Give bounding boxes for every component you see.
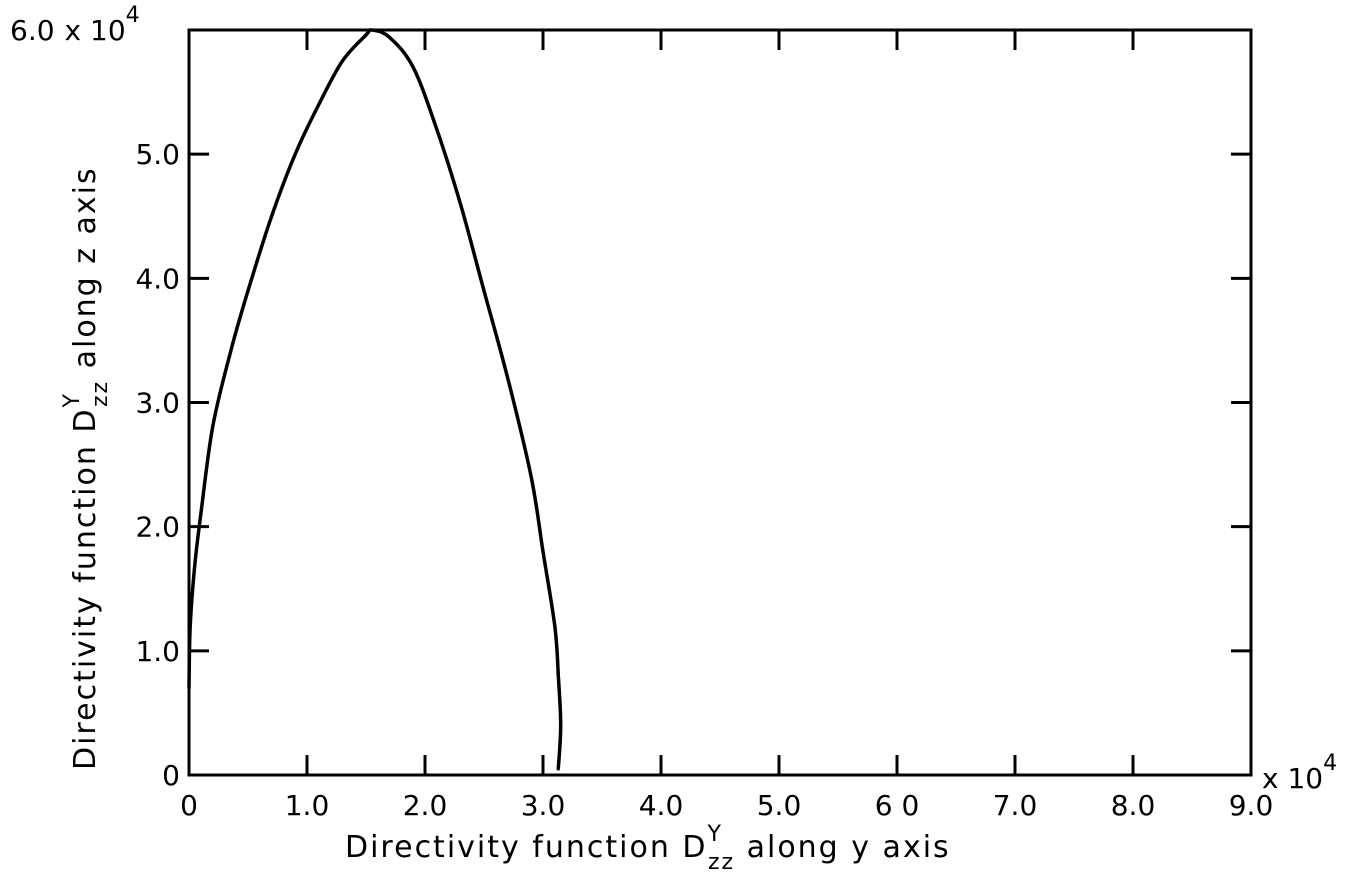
x-tick-label-1: 1.0 bbox=[285, 789, 330, 822]
x-tick-label-7: 7.0 bbox=[993, 789, 1038, 822]
x-axis-multiplier-exponent: 4 bbox=[1323, 751, 1337, 776]
y-axis-ticks bbox=[189, 152, 1251, 653]
plot-frame bbox=[187, 28, 1253, 777]
y-axis-multiplier-exponent: 4 bbox=[126, 3, 140, 28]
x-tick-label-5: 5.0 bbox=[757, 789, 802, 822]
x-tick-label-4: 4.0 bbox=[639, 789, 684, 822]
x-axis-multiplier: x 104 bbox=[1262, 751, 1337, 795]
y-tick-label-0: 0 bbox=[162, 759, 180, 792]
series-curve bbox=[187, 28, 563, 771]
y-tick-label-3: 3.0 bbox=[135, 387, 180, 420]
x-tick-label-6: 6 0 bbox=[875, 789, 920, 822]
y-tick-label-4: 4.0 bbox=[135, 262, 180, 295]
x-tick-label-9: 9.0 bbox=[1229, 789, 1274, 822]
y-axis-title: Directivity function DY zz along z axis bbox=[60, 166, 113, 770]
x-axis-ticks bbox=[305, 30, 1135, 775]
x-axis-title: Directivity function DY zz along y axis bbox=[345, 822, 951, 875]
y-tick-label-1: 1.0 bbox=[135, 635, 180, 668]
x-tick-label-3: 3.0 bbox=[521, 789, 566, 822]
y-axis-tick-labels: 0 1.0 2.0 3.0 4.0 5.0 6.0 bbox=[10, 14, 180, 792]
y-tick-label-2: 2.0 bbox=[135, 511, 180, 544]
y-tick-label-5: 5.0 bbox=[135, 138, 180, 171]
y-axis-multiplier: x 104 bbox=[65, 3, 140, 47]
y-tick-label-6: 6.0 bbox=[10, 14, 55, 47]
x-axis-tick-labels: 0 1.0 2.0 3.0 4.0 5.0 6 0 7.0 8.0 9.0 bbox=[180, 789, 1273, 822]
x-tick-label-2: 2.0 bbox=[403, 789, 448, 822]
x-tick-label-0: 0 bbox=[180, 789, 198, 822]
x-tick-label-8: 8.0 bbox=[1111, 789, 1156, 822]
